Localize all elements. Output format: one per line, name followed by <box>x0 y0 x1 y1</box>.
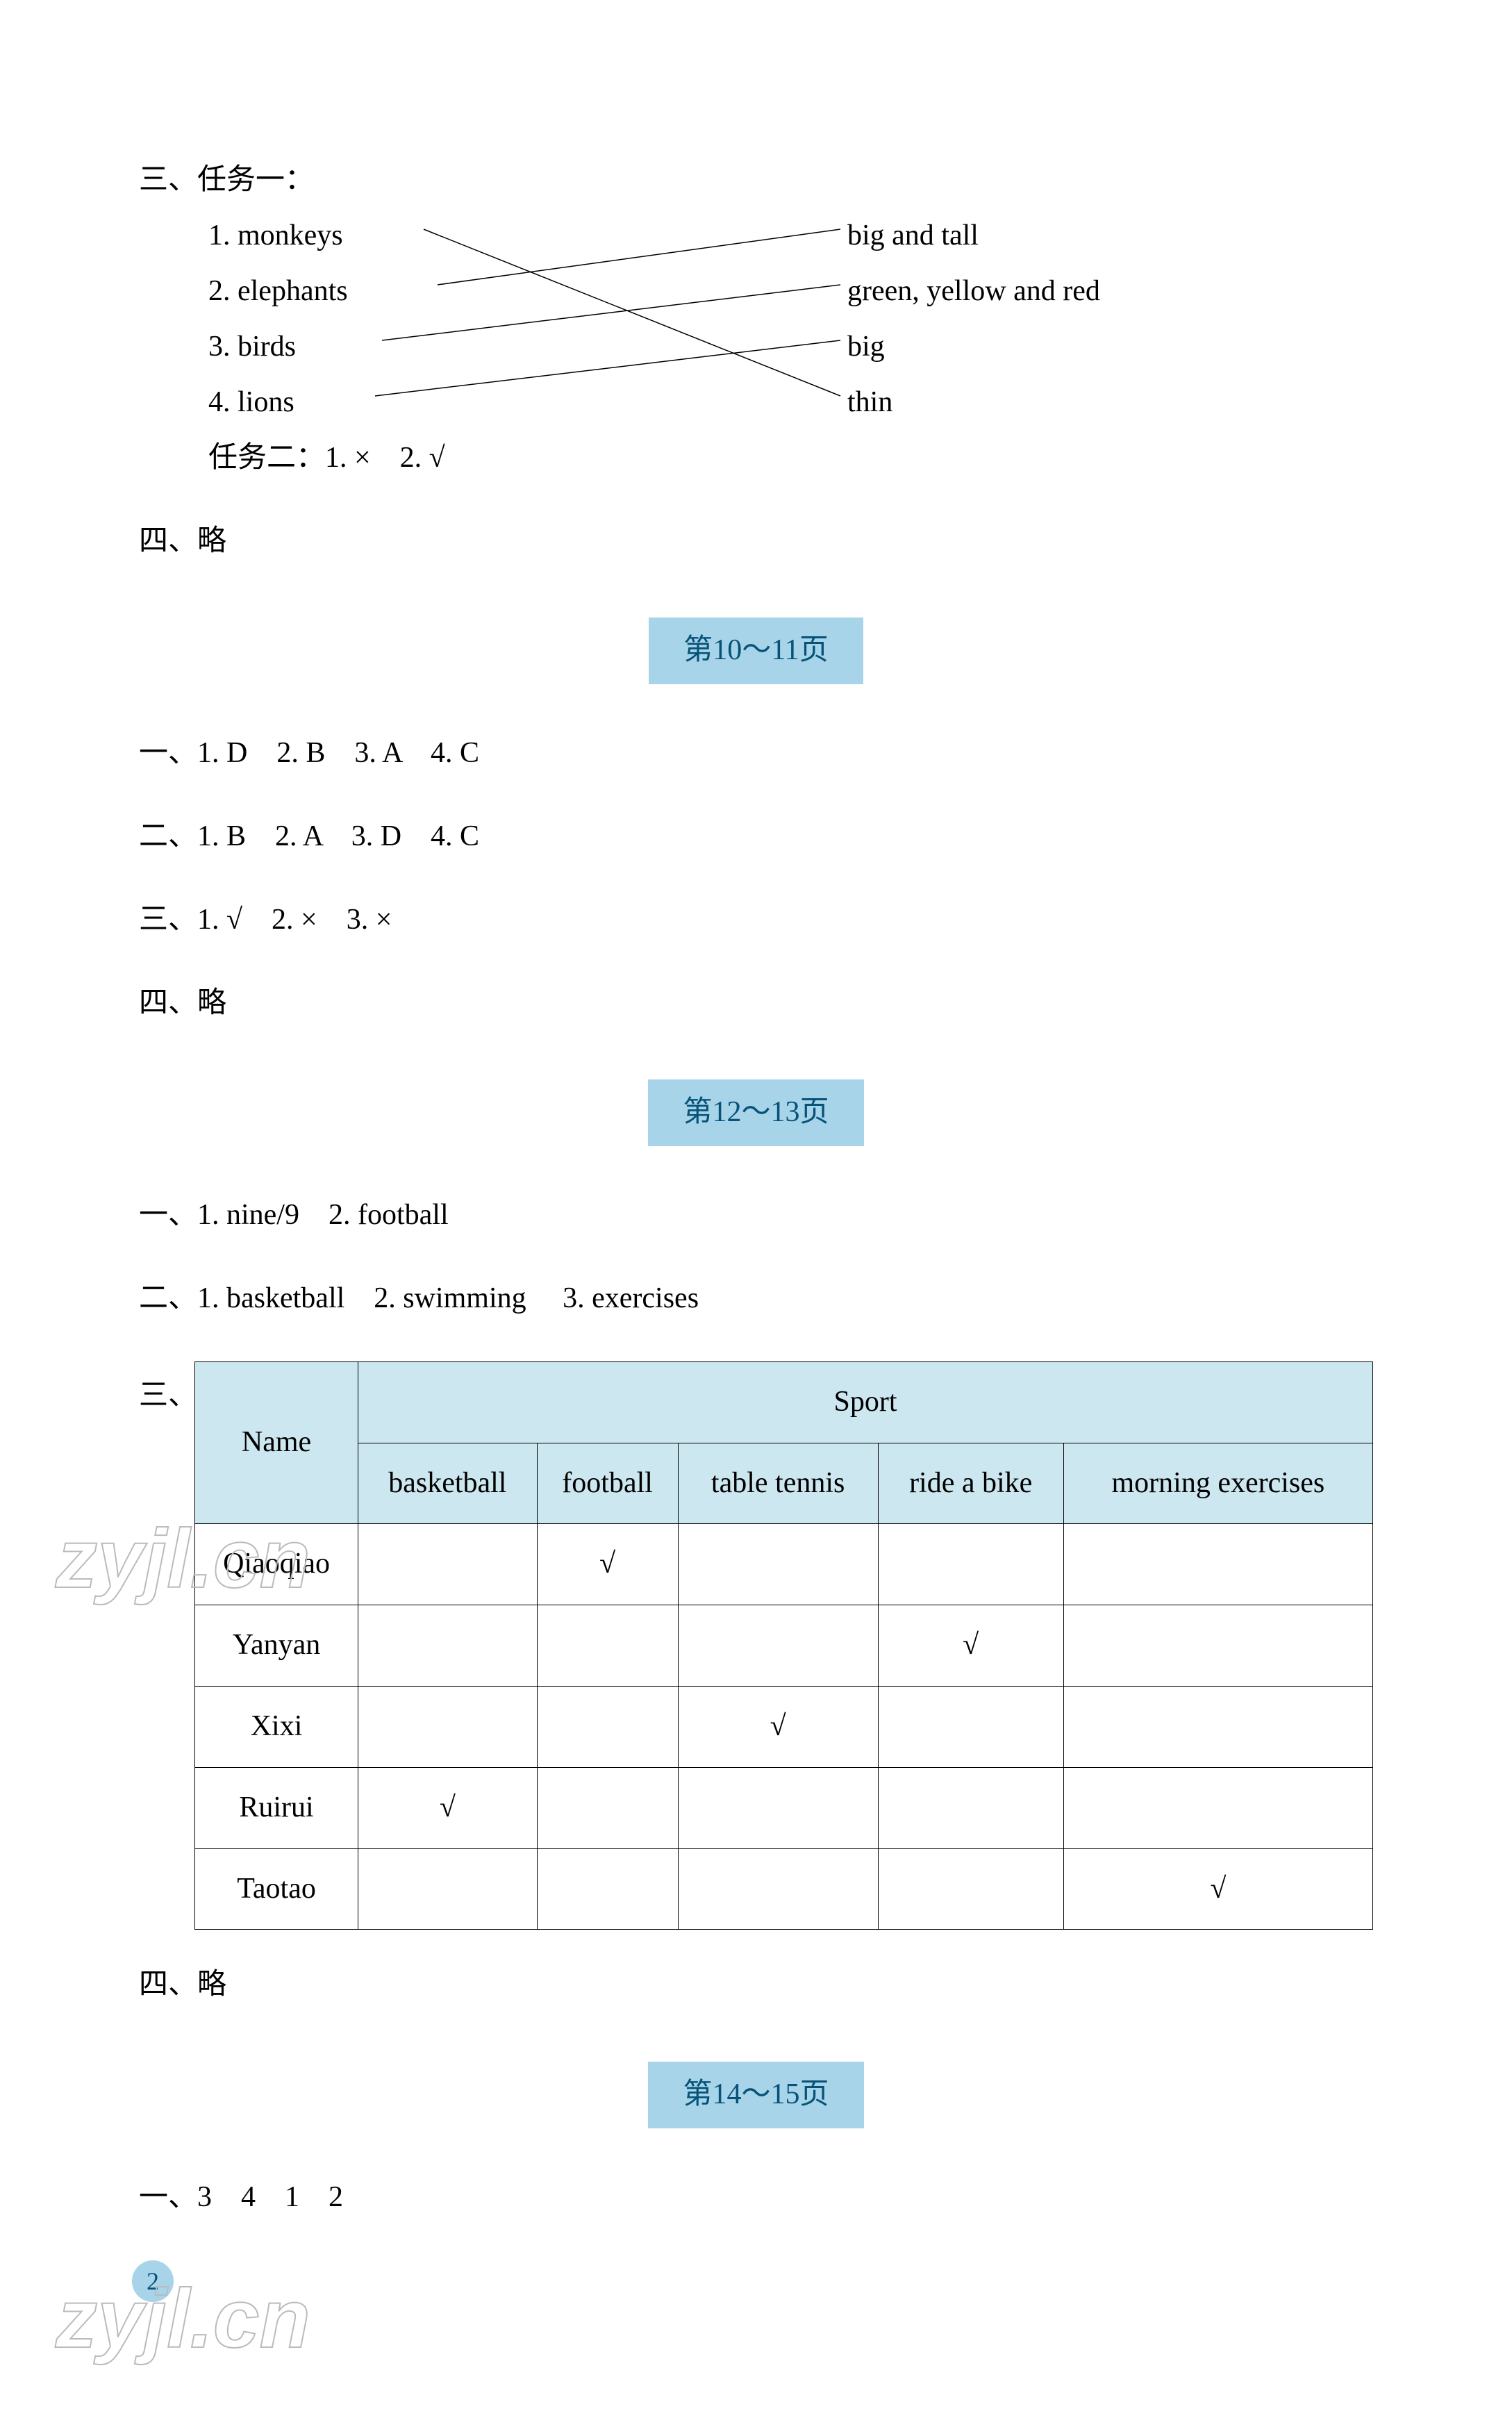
section-three-task-one: 三、任务一： 1. monkeys 2. elephants 3. birds … <box>139 153 1373 486</box>
td-mark <box>878 1524 1063 1605</box>
table-section-label: 三、 <box>139 1355 194 1424</box>
match-right-column: big and tall green, yellow and red big t… <box>847 208 1100 431</box>
p12-line2: 二、1. basketball 2. swimming 3. exercises <box>139 1271 1373 1327</box>
td-mark <box>1063 1605 1372 1687</box>
p14-line1: 一、3 4 1 2 <box>139 2170 1373 2226</box>
page-14-15-header-wrap: 第14～15页 <box>139 2041 1373 2149</box>
td-name: Taotao <box>195 1848 358 1930</box>
td-mark <box>678 1605 878 1687</box>
match-left-1: 1. monkeys <box>208 208 348 264</box>
table-row: Taotao √ <box>195 1848 1373 1930</box>
page-12-13-header-wrap: 第12～13页 <box>139 1059 1373 1167</box>
footer-area: 2 zyjl.cn <box>139 2253 1373 2365</box>
match-right-4: thin <box>847 375 1100 431</box>
table-row: Qiaoqiao √ <box>195 1524 1373 1605</box>
p12-line1: 一、1. nine/9 2. football <box>139 1188 1373 1243</box>
match-right-2: green, yellow and red <box>847 264 1100 320</box>
th-col: table tennis <box>678 1443 878 1524</box>
matching-diagram: 1. monkeys 2. elephants 3. birds 4. lion… <box>139 208 1373 431</box>
td-mark <box>537 1686 678 1767</box>
td-mark <box>537 1848 678 1930</box>
table-container: NameSportbasketballfootballtable tennisr… <box>194 1355 1373 1930</box>
task-two-answers: 任务二：1. × 2. √ <box>139 431 1373 486</box>
section-three-title: 三、任务一： <box>139 153 1373 208</box>
p10-line2: 二、1. B 2. A 3. D 4. C <box>139 809 1373 865</box>
td-mark <box>878 1686 1063 1767</box>
td-mark <box>358 1686 538 1767</box>
th-sport: Sport <box>358 1361 1373 1443</box>
td-mark <box>1063 1686 1372 1767</box>
th-name: Name <box>195 1361 358 1524</box>
match-left-column: 1. monkeys 2. elephants 3. birds 4. lion… <box>208 208 348 431</box>
td-mark <box>358 1524 538 1605</box>
match-left-4: 4. lions <box>208 375 348 431</box>
p10-line4: 四、略 <box>139 976 1373 1032</box>
match-right-1: big and tall <box>847 208 1100 264</box>
p10-line1: 一、1. D 2. B 3. A 4. C <box>139 726 1373 781</box>
td-mark <box>878 1767 1063 1848</box>
page-10-11-header: 第10～11页 <box>649 618 863 684</box>
th-col: football <box>537 1443 678 1524</box>
page-10-11-header-wrap: 第10～11页 <box>139 597 1373 705</box>
match-left-3: 3. birds <box>208 320 348 375</box>
td-mark: √ <box>1063 1848 1372 1930</box>
td-mark: √ <box>358 1767 538 1848</box>
th-col: basketball <box>358 1443 538 1524</box>
td-mark <box>358 1848 538 1930</box>
td-mark <box>678 1848 878 1930</box>
td-name: Xixi <box>195 1686 358 1767</box>
page-12-13-header: 第12～13页 <box>648 1079 863 1146</box>
td-mark <box>358 1605 538 1687</box>
td-mark <box>678 1524 878 1605</box>
table-row: Yanyan √ <box>195 1605 1373 1687</box>
match-right-3: big <box>847 320 1100 375</box>
table-row: Ruirui√ <box>195 1767 1373 1848</box>
table-row: Xixi √ <box>195 1686 1373 1767</box>
p12-table-section: 三、 NameSportbasketballfootballtable tenn… <box>139 1355 1373 1930</box>
td-mark: √ <box>878 1605 1063 1687</box>
page-14-15-header: 第14～15页 <box>648 2062 863 2128</box>
match-left-2: 2. elephants <box>208 264 348 320</box>
td-mark: √ <box>678 1686 878 1767</box>
page-number-badge: 2 <box>132 2260 174 2302</box>
th-col: ride a bike <box>878 1443 1063 1524</box>
td-mark <box>1063 1767 1372 1848</box>
p10-line3: 三、1. √ 2. × 3. × <box>139 893 1373 948</box>
td-mark: √ <box>537 1524 678 1605</box>
td-mark <box>878 1848 1063 1930</box>
p12-line4: 四、略 <box>139 1957 1373 2013</box>
section-four: 四、略 <box>139 514 1373 570</box>
sports-table: NameSportbasketballfootballtable tennisr… <box>194 1361 1373 1930</box>
td-name: Qiaoqiao <box>195 1524 358 1605</box>
watermark-2: zyjl.cn <box>56 2240 310 2398</box>
td-mark <box>537 1767 678 1848</box>
td-mark <box>537 1605 678 1687</box>
td-name: Ruirui <box>195 1767 358 1848</box>
td-mark <box>678 1767 878 1848</box>
td-name: Yanyan <box>195 1605 358 1687</box>
td-mark <box>1063 1524 1372 1605</box>
th-col: morning exercises <box>1063 1443 1372 1524</box>
